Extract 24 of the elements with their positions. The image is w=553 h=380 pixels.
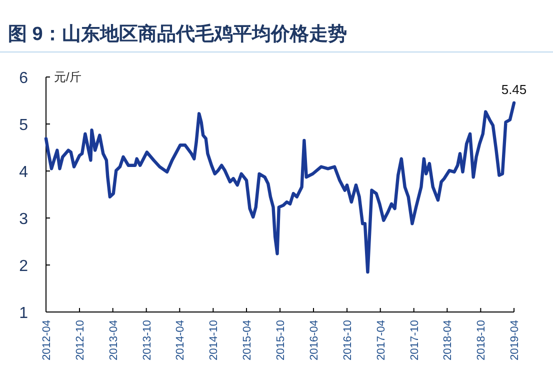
xtick: 2017-10 [408,320,421,360]
ytick: 4 [19,164,28,181]
ytick: 6 [19,70,28,87]
ytick: 5 [19,117,28,134]
xtick: 2012-04 [41,320,53,360]
xtick: 2017-04 [375,320,388,360]
xtick: 2018-10 [476,320,488,360]
xtick: 2014-04 [174,320,187,360]
title: 图 9：山东地区商品代毛鸡平均价格走势 [8,24,347,45]
ytick: 2 [19,258,28,275]
xtick: 2018-04 [442,320,454,360]
ytick: 3 [19,211,28,228]
xtick: 2019-04 [509,320,521,360]
ylabel: 元/斤 [54,70,82,84]
xtick: 2016-10 [342,320,354,360]
xtick: 2012-10 [74,320,86,360]
xtick: 2014-10 [208,320,220,360]
xtick: 2015-04 [242,320,254,360]
annotation: 5.45 [501,82,527,97]
xtick: 2013-04 [108,320,120,360]
xtick: 2016-04 [308,320,320,360]
ytick: 1 [19,305,28,322]
xtick: 2013-10 [141,320,154,360]
xtick: 2015-10 [275,320,287,360]
